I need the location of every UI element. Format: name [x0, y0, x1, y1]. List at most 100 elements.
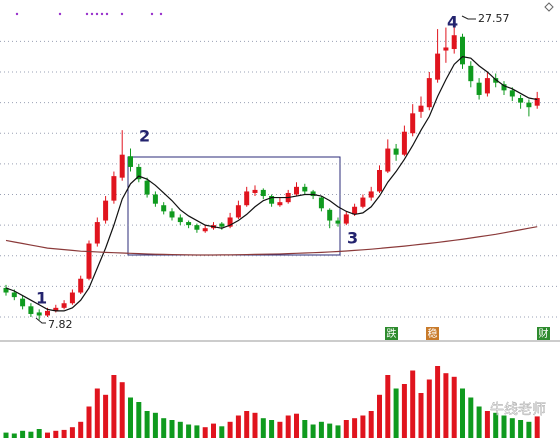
volume-bar — [136, 402, 142, 438]
candle-body — [335, 220, 341, 224]
volume-bar — [169, 420, 175, 438]
tag: 财 — [539, 327, 549, 340]
volume-bar — [426, 379, 432, 438]
candle-body — [103, 200, 109, 221]
volume-bar — [526, 421, 532, 438]
candle-body — [194, 225, 200, 230]
candle-body — [235, 205, 241, 218]
volume-bar — [252, 412, 258, 438]
volume-bar — [335, 425, 341, 438]
volume-bar — [443, 373, 449, 438]
volume-bar — [28, 431, 34, 438]
volume-bar — [20, 430, 26, 438]
top-dots — [15, 12, 163, 16]
candle-body — [393, 148, 399, 155]
volume-bar — [368, 411, 374, 438]
volume-bar — [277, 421, 283, 438]
candle-body — [327, 209, 333, 221]
candle-body — [360, 197, 366, 207]
volume-bar — [260, 418, 266, 438]
candle-body — [501, 84, 507, 91]
candle-body — [161, 205, 167, 212]
volume-bar — [493, 412, 499, 438]
volume-bar — [451, 376, 457, 438]
volume-bar — [11, 433, 17, 438]
candle-body — [244, 191, 250, 206]
volume-bar — [302, 420, 308, 438]
candle-body — [20, 298, 26, 307]
candle-body — [476, 82, 482, 95]
candle-body — [460, 36, 465, 65]
candle-body — [277, 202, 283, 206]
candle-body — [177, 217, 183, 223]
volume-bar — [534, 416, 540, 438]
candle-body — [11, 292, 17, 298]
volume-bar — [103, 394, 109, 438]
volume-bar — [327, 423, 333, 438]
candle-body — [119, 154, 125, 178]
candle-body — [45, 310, 50, 316]
volume-bar — [476, 406, 482, 438]
candle-body — [152, 194, 158, 204]
volume-bar — [468, 397, 474, 438]
volume-bar — [152, 412, 158, 438]
volume-bar — [235, 415, 241, 438]
candle-body — [86, 243, 92, 279]
volume-bar — [343, 420, 349, 438]
candle-body — [368, 191, 374, 198]
candle-body — [385, 148, 391, 172]
candle-body — [78, 278, 84, 293]
candle-body — [410, 113, 416, 134]
corner-icon — [544, 2, 554, 12]
volume-bar — [418, 393, 424, 438]
candle-body — [202, 228, 208, 232]
leader — [35, 317, 46, 324]
tag-box — [426, 327, 439, 340]
volume-bar — [144, 411, 150, 438]
volume-bar — [211, 423, 216, 438]
volume-bar — [385, 375, 391, 438]
moving-average — [5, 56, 538, 312]
volume-bar — [177, 421, 183, 438]
volume-bar — [244, 411, 250, 438]
volume-bar — [202, 427, 208, 438]
annotation: 2 — [139, 127, 150, 146]
candle-body — [468, 65, 474, 82]
volume-bar — [119, 382, 125, 438]
candle-body — [318, 197, 324, 209]
candle-body — [269, 196, 275, 204]
leader — [461, 15, 476, 20]
candle-body — [426, 78, 432, 108]
candle-body — [169, 211, 175, 218]
volume-bar — [360, 415, 366, 438]
annotation: 7.82 — [48, 318, 73, 331]
candle-body — [61, 303, 67, 308]
tag-box — [385, 327, 398, 340]
candle-body — [443, 47, 449, 51]
candle-body — [53, 307, 59, 311]
candle-body — [3, 287, 9, 293]
volume-bar — [111, 375, 117, 438]
volume-bar — [53, 430, 59, 438]
volume-bar — [3, 432, 9, 438]
candle-body — [28, 306, 34, 314]
volume-bar — [435, 366, 441, 438]
volume-bar — [318, 421, 324, 438]
tag: 跌 — [387, 327, 397, 340]
candle-body — [94, 222, 100, 244]
volume-bar — [61, 429, 67, 438]
volume-bar — [45, 432, 50, 438]
volume-bar — [501, 415, 507, 438]
candle-body — [111, 176, 117, 201]
volume-bar — [219, 426, 225, 438]
candle-body — [219, 223, 225, 227]
volume-bar — [186, 424, 192, 438]
candle-body — [186, 222, 192, 226]
candle-body — [302, 186, 308, 192]
candle-body — [352, 206, 358, 215]
candle-body — [260, 189, 266, 197]
candle-body — [144, 180, 150, 195]
volume-bar — [36, 429, 42, 438]
volume-bar — [401, 384, 407, 438]
